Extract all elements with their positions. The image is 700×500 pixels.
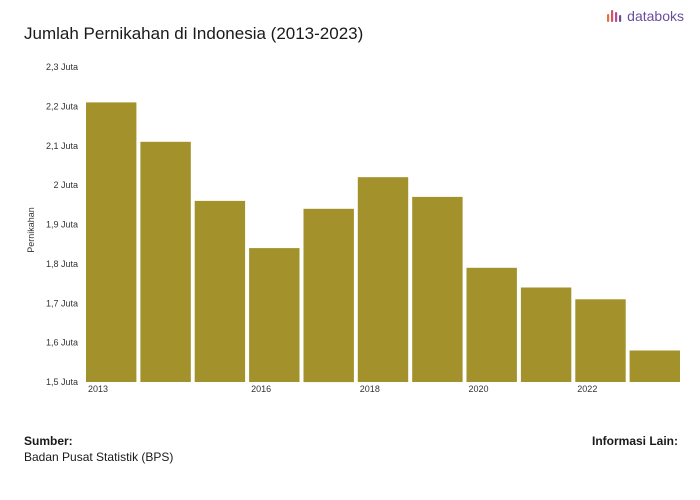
bar-2019 bbox=[412, 196, 463, 382]
source-text: Badan Pusat Statistik (BPS) bbox=[24, 450, 174, 464]
y-tick-label: 1,6 Juta bbox=[46, 338, 78, 348]
bar-2014 bbox=[140, 141, 191, 382]
x-axis-ticks: 2013 2016 2018 2020 2022 bbox=[88, 384, 597, 394]
bar-2015 bbox=[194, 200, 246, 382]
x-tick-label: 2018 bbox=[360, 384, 380, 394]
y-axis-ticks: 2,3 Juta 2,2 Juta 2,1 Juta 2 Juta 1,9 Juta 1,… bbox=[46, 62, 78, 387]
bar-2016 bbox=[249, 248, 300, 382]
source-block: Sumber: Badan Pusat Statistik (BPS) bbox=[24, 434, 173, 464]
brand-logo[interactable]: databoks bbox=[606, 8, 684, 24]
brand-name: databoks bbox=[627, 8, 684, 24]
bar-2021 bbox=[520, 287, 572, 382]
more-info-link[interactable]: Informasi Lain: bbox=[591, 434, 678, 448]
y-tick-label: 2,1 Juta bbox=[46, 141, 78, 151]
chart-title: Jumlah Pernikahan di Indonesia (2013-202… bbox=[24, 24, 364, 43]
y-tick-label: 2 Juta bbox=[53, 180, 78, 190]
bar-2018 bbox=[357, 177, 409, 382]
y-tick-label: 1,7 Juta bbox=[46, 298, 78, 308]
y-axis-label: Pernikahan bbox=[26, 207, 36, 253]
bar-2022 bbox=[575, 299, 626, 382]
x-tick-label: 2020 bbox=[469, 384, 489, 394]
databoks-logo-icon bbox=[607, 10, 622, 22]
source-title: Sumber: bbox=[24, 434, 73, 448]
bar-2013 bbox=[86, 102, 137, 383]
x-tick-label: 2016 bbox=[251, 384, 271, 394]
bar-2020 bbox=[466, 267, 517, 382]
y-tick-label: 1,8 Juta bbox=[46, 259, 78, 269]
y-tick-label: 1,9 Juta bbox=[46, 220, 78, 230]
x-tick-label: 2013 bbox=[88, 384, 108, 394]
bar-2023 bbox=[629, 350, 680, 382]
bars bbox=[86, 102, 680, 383]
y-tick-label: 1,5 Juta bbox=[46, 377, 78, 387]
x-tick-label: 2022 bbox=[577, 384, 597, 394]
y-tick-label: 2,3 Juta bbox=[46, 62, 78, 72]
y-tick-label: 2,2 Juta bbox=[46, 101, 78, 111]
bar-2017 bbox=[303, 208, 354, 383]
